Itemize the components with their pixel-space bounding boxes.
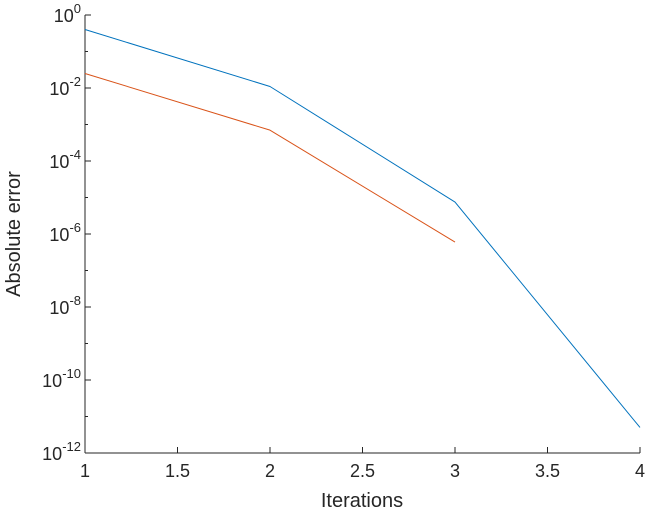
y-tick-label: 10-6 [49,220,81,245]
series-line-1 [84,29,641,428]
x-tick-label: 2 [265,461,275,481]
y-tick-label: 10-2 [49,74,81,99]
series-layer [84,29,641,428]
x-tick-label: 1 [80,461,90,481]
x-tick-label: 3.5 [535,461,560,481]
series-line-2 [84,73,456,243]
y-tick-label: 10-12 [42,439,81,464]
x-tick-label: 2.5 [350,461,375,481]
y-tick-label: 10-10 [42,366,81,391]
y-tick-label: 10-4 [49,147,81,172]
x-tick-label: 1.5 [165,461,190,481]
axes [84,15,640,454]
y-tick-label: 10-8 [49,293,81,318]
ticks: 1 1.5 2 2.5 3 3.5 4 100 10-2 10-4 10-6 10-8 10-10 10-… [42,1,645,481]
x-tick-label: 4 [635,461,645,481]
x-axis-label: Iterations [321,490,403,511]
y-tick-label: 100 [54,1,81,26]
y-axis-label: Absolute error [3,171,25,297]
x-tick-label: 3 [450,461,460,481]
